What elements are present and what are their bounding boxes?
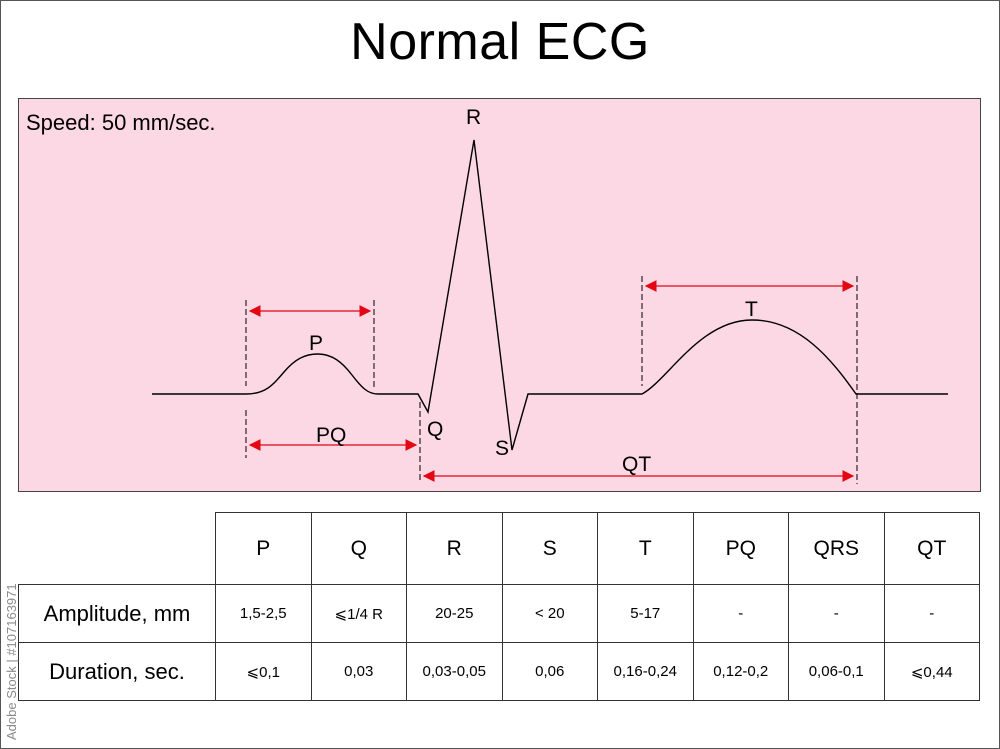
table-cell: 20-25 [406, 584, 503, 643]
ecg-trace [152, 139, 948, 451]
table-cell: ⩽0,44 [883, 642, 980, 701]
table-cell: 0,16-0,24 [597, 642, 694, 701]
column-header-s: S [501, 512, 598, 585]
row-label-duration: Duration, sec. [18, 642, 216, 701]
column-header-q: Q [310, 512, 407, 585]
table-cell: 0,12-0,2 [692, 642, 789, 701]
q-wave-label: Q [427, 418, 443, 441]
qt-interval-label: QT [622, 453, 651, 476]
column-header-p: P [215, 512, 312, 585]
table-cell: 5-17 [597, 584, 694, 643]
ecg-panel [18, 98, 981, 492]
table-cell: < 20 [501, 584, 598, 643]
column-header-pq: PQ [692, 512, 789, 585]
column-header-r: R [406, 512, 503, 585]
table-cell: 0,06 [501, 642, 598, 701]
page-title: Normal ECG [350, 13, 650, 71]
table-row: Duration, sec. ⩽0,1 0,03 0,03-0,05 0,06 … [18, 642, 980, 701]
column-header-qt: QT [883, 512, 980, 585]
table-row: Amplitude, mm 1,5-2,5 ⩽1/4 R 20-25 < 20 … [18, 584, 980, 643]
table-header-row: P Q R S T PQ QRS QT [18, 512, 980, 585]
row-label-amplitude: Amplitude, mm [18, 584, 216, 643]
pq-interval-label: PQ [316, 424, 346, 447]
t-wave-label: T [745, 298, 758, 321]
table-corner-cell [18, 512, 216, 585]
table-cell: 1,5-2,5 [215, 584, 312, 643]
column-header-t: T [597, 512, 694, 585]
table-cell: 0,03-0,05 [406, 642, 503, 701]
guide-lines [245, 276, 858, 484]
table-cell: ⩽0,1 [215, 642, 312, 701]
p-wave-label: P [309, 332, 323, 355]
table-cell: - [692, 584, 789, 643]
table-cell: 0,06-0,1 [788, 642, 885, 701]
watermark-text: Adobe Stock | #107163971 [4, 583, 19, 740]
s-wave-label: S [495, 437, 509, 460]
table-cell: - [788, 584, 885, 643]
r-wave-label: R [466, 106, 481, 129]
table-cell: ⩽1/4 R [310, 584, 407, 643]
column-header-qrs: QRS [788, 512, 885, 585]
ecg-parameters-table: P Q R S T PQ QRS QT Amplitude, mm 1,5-2,… [18, 512, 980, 701]
speed-label: Speed: 50 mm/sec. [26, 110, 216, 135]
table-cell: 0,03 [310, 642, 407, 701]
table-cell: - [883, 584, 980, 643]
